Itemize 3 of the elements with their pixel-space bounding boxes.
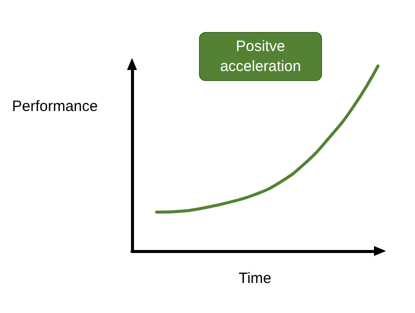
x-axis-title: Time — [238, 270, 272, 287]
annotation: Positve acceleration — [220, 38, 301, 75]
y-axis-title: Performance — [12, 98, 98, 115]
